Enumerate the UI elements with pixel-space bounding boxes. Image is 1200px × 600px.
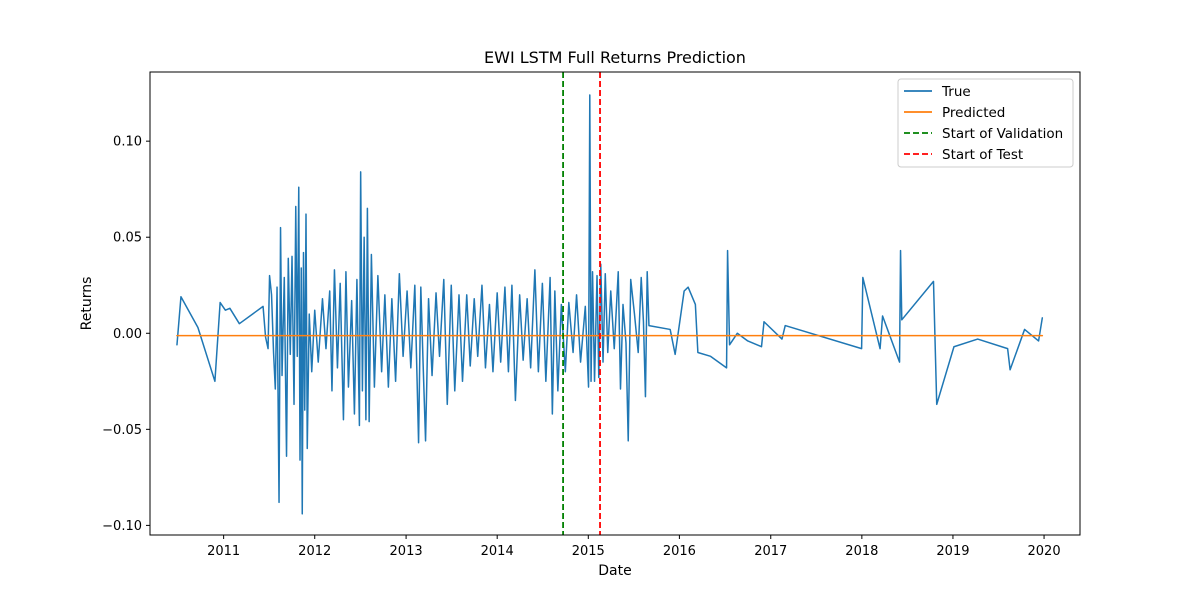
y-tick-label: 0.00 (113, 327, 142, 342)
x-tick-label: 2019 (936, 544, 969, 559)
x-tick-label: 2020 (1028, 544, 1061, 559)
x-tick-label: 2017 (754, 544, 787, 559)
x-tick-label: 2018 (845, 544, 878, 559)
x-tick-label: 2011 (207, 544, 240, 559)
series-true-line (176, 94, 1044, 515)
reference-line-layer (562, 72, 601, 535)
y-tick-label: −0.10 (102, 519, 142, 534)
legend: True Predicted Start of Validation Start of… (897, 78, 1074, 168)
y-tick-label: −0.05 (102, 423, 142, 438)
legend-label-start-of-validation: Start of Validation (942, 126, 1063, 142)
x-tick-label: 2015 (572, 544, 605, 559)
legend-item-true: True (904, 84, 971, 100)
y-axis: −0.10 −0.05 0.00 0.05 0.10 (102, 135, 150, 534)
x-tick-label: 2012 (298, 544, 331, 559)
legend-label-start-of-test: Start of Test (942, 147, 1023, 163)
y-tick-label: 0.10 (113, 135, 142, 150)
legend-item-predicted: Predicted (904, 105, 1005, 121)
legend-box (897, 78, 1074, 168)
x-tick-label: 2013 (390, 544, 423, 559)
legend-label-true: True (941, 84, 971, 100)
y-tick-label: 0.05 (113, 231, 142, 246)
series-layer (176, 94, 1044, 515)
legend-label-predicted: Predicted (942, 105, 1005, 121)
chart-title: EWI LSTM Full Returns Prediction (484, 48, 746, 67)
legend-item-start-of-validation: Start of Validation (904, 126, 1063, 142)
x-axis: 2011 2012 2013 2014 2015 2016 2017 2018 2019 2020 (207, 535, 1061, 559)
axes-frame (149, 71, 1081, 536)
x-tick-label: 2014 (481, 544, 514, 559)
y-axis-label: Returns (79, 277, 95, 331)
x-tick-label: 2016 (663, 544, 696, 559)
x-axis-label: Date (598, 563, 631, 579)
legend-item-start-of-test: Start of Test (904, 147, 1023, 163)
